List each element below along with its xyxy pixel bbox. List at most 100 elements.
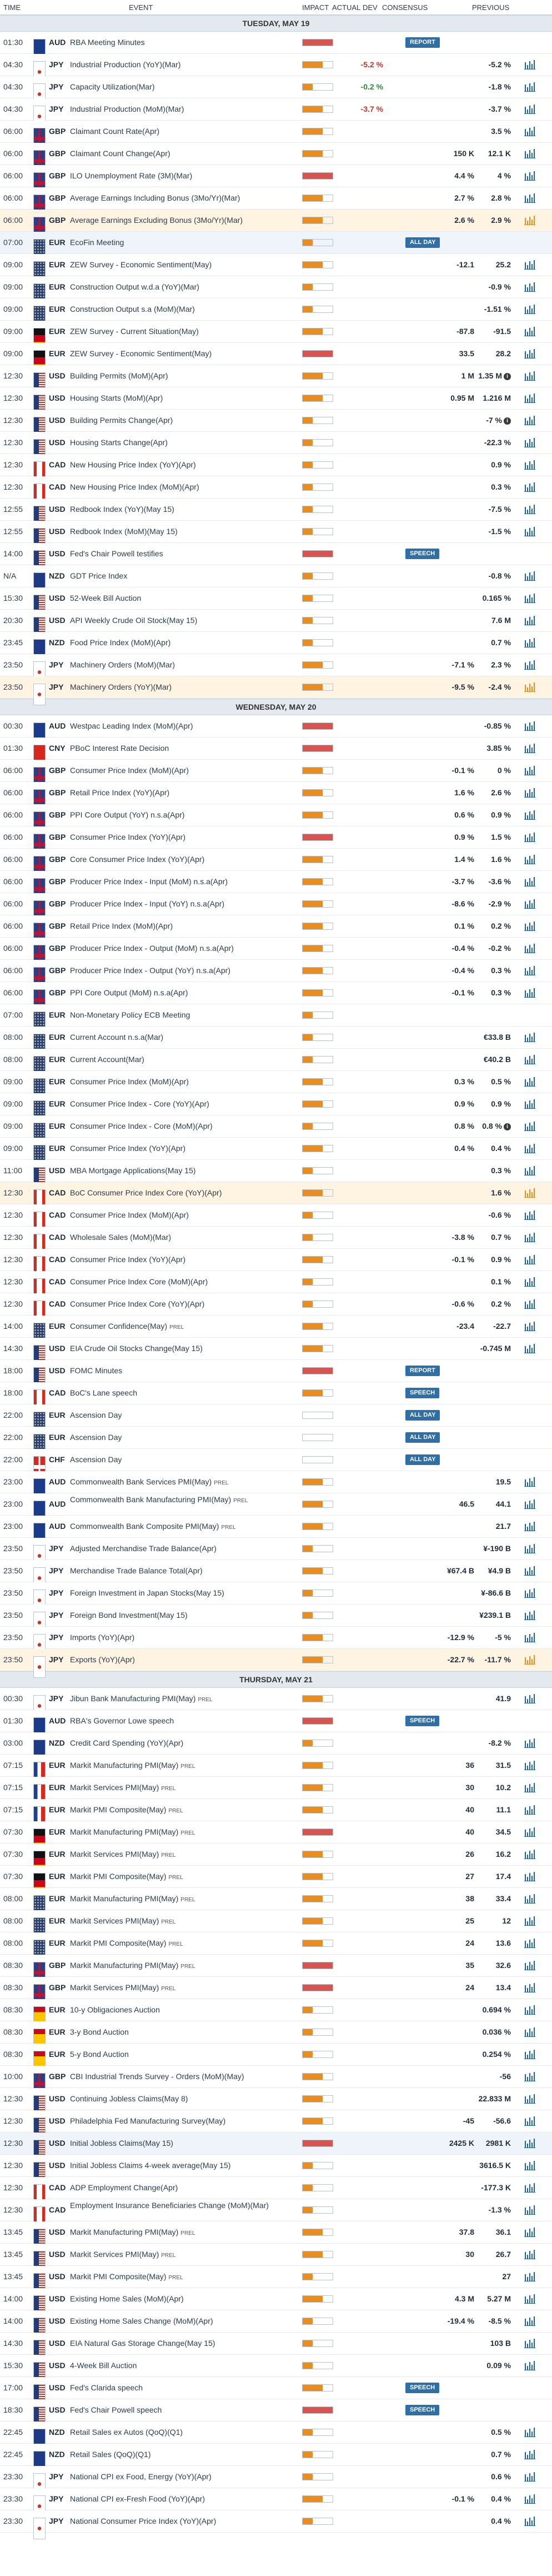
chart-icon[interactable]: [524, 2450, 535, 2472]
chart-icon[interactable]: [524, 1166, 535, 1188]
event-name[interactable]: Redbook Index (YoY)(May 15): [70, 505, 174, 514]
event-row[interactable]: 12:30 CAD BoC Consumer Price Index Core (Y…: [0, 1182, 552, 1211]
chart-icon[interactable]: [524, 810, 535, 832]
event-row[interactable]: 09:00 EUR Consumer Price Index (MoM)(Apr) 0…: [0, 1071, 552, 1100]
event-name[interactable]: Consumer Price Index (MoM)(Apr): [70, 766, 189, 775]
event-row[interactable]: 06:00 GBP Retail Price Index (YoY)(Apr) 1.6…: [0, 782, 552, 811]
event-name[interactable]: Markit Manufacturing PMI(May) PREL: [70, 1827, 195, 1836]
event-name[interactable]: Consumer Price Index Core (YoY)(Apr): [70, 1299, 205, 1308]
event-name[interactable]: Continuing Jobless Claims(May 8): [70, 2094, 188, 2103]
event-row[interactable]: 22:00 EUR Ascension Day ALL DAY: [0, 1404, 552, 1433]
chart-icon[interactable]: [524, 2027, 535, 2049]
event-row[interactable]: 12:30 CAD ADP Employment Change(Apr) -177.3…: [0, 2177, 552, 2206]
chart-icon[interactable]: [524, 744, 535, 765]
event-row[interactable]: 07:30 EUR Markit PMI Composite(May) PREL 27 1…: [0, 1866, 552, 1895]
event-row[interactable]: 12:30 USD Initial Jobless Claims 4-week av…: [0, 2155, 552, 2184]
event-row[interactable]: 09:00 EUR Consumer Price Index - Core (YoY…: [0, 1093, 552, 1122]
event-name[interactable]: Fed's Chair Powell speech: [70, 2405, 162, 2414]
event-name[interactable]: Retail Sales (QoQ)(Q1): [70, 2450, 151, 2459]
event-name[interactable]: GDT Price Index: [70, 571, 128, 580]
chart-icon[interactable]: [524, 2494, 535, 2516]
event-name[interactable]: Foreign Bond Investment(May 15): [70, 1611, 188, 1620]
event-name[interactable]: Consumer Price Index (YoY)(Apr): [70, 1144, 186, 1153]
chart-icon[interactable]: [524, 327, 535, 348]
event-name[interactable]: Ascension Day: [70, 1411, 122, 1419]
event-name[interactable]: EIA Natural Gas Storage Change(May 15): [70, 2339, 215, 2348]
event-row[interactable]: 08:30 EUR 10-y Obligaciones Auction 0.694 %: [0, 1999, 552, 2028]
chart-icon[interactable]: [524, 1277, 535, 1299]
event-name[interactable]: ZEW Survey - Current Situation(May): [70, 327, 199, 336]
event-row[interactable]: 06:00 GBP Core Consumer Price Index (YoY)(…: [0, 849, 552, 878]
event-name[interactable]: Producer Price Index - Output (YoY) n.s.…: [70, 966, 230, 975]
chart-icon[interactable]: [524, 60, 535, 82]
event-row[interactable]: 20:30 USD API Weekly Crude Oil Stock(May 1…: [0, 610, 552, 639]
chart-icon[interactable]: [524, 2228, 535, 2249]
event-row[interactable]: 08:00 EUR Markit PMI Composite(May) PREL 24 1…: [0, 1932, 552, 1961]
event-row[interactable]: 22:00 CHF Ascension Day ALL DAY: [0, 1449, 552, 1478]
col-impact[interactable]: IMPACT: [302, 3, 329, 12]
event-name[interactable]: National CPI ex-Fresh Food (YoY)(Apr): [70, 2494, 205, 2503]
chart-icon[interactable]: [524, 216, 535, 237]
event-row[interactable]: 09:00 EUR ZEW Survey - Economic Sentiment(…: [0, 343, 552, 372]
event-row[interactable]: 07:00 EUR EcoFin Meeting ALL DAY: [0, 232, 552, 261]
event-name[interactable]: ZEW Survey - Economic Sentiment(May): [70, 349, 212, 358]
chart-icon[interactable]: [524, 1916, 535, 1938]
event-row[interactable]: 09:00 EUR Consumer Price Index - Core (MoM…: [0, 1115, 552, 1144]
chart-icon[interactable]: [524, 438, 535, 460]
event-row[interactable]: 23:50 JPY Adjusted Merchandise Trade Balan…: [0, 1538, 552, 1567]
chart-icon[interactable]: [524, 1611, 535, 1632]
chart-icon[interactable]: [524, 2339, 535, 2360]
event-row[interactable]: 13:45 USD Markit Manufacturing PMI(May) PRE…: [0, 2221, 552, 2250]
chart-icon[interactable]: [524, 2161, 535, 2183]
event-row[interactable]: 23:45 NZD Food Price Index (MoM)(Apr) 0.7 %: [0, 632, 552, 661]
event-row[interactable]: 23:30 JPY National Consumer Price Index (Y…: [0, 2510, 552, 2539]
event-name[interactable]: Consumer Price Index (MoM)(Apr): [70, 1210, 189, 1219]
event-name[interactable]: Consumer Price Index Core (MoM)(Apr): [70, 1277, 208, 1286]
event-name[interactable]: Building Permits (MoM)(Apr): [70, 371, 168, 380]
chart-icon[interactable]: [524, 1033, 535, 1054]
event-row[interactable]: 12:30 CAD Consumer Price Index (MoM)(Apr) -…: [0, 1204, 552, 1233]
info-icon[interactable]: i: [504, 1123, 511, 1130]
chart-icon[interactable]: [524, 349, 535, 371]
chart-icon[interactable]: [524, 2050, 535, 2071]
event-name[interactable]: Producer Price Index - Input (MoM) n.s.a…: [70, 877, 228, 886]
event-row[interactable]: N/A NZD GDT Price Index -0.8 %: [0, 565, 552, 594]
event-row[interactable]: 12:30 USD Housing Starts (MoM)(Apr) 0.95 M 1…: [0, 387, 552, 416]
event-row[interactable]: 23:50 JPY Machinery Orders (MoM)(Mar) -7.1 …: [0, 654, 552, 683]
event-name[interactable]: Markit Manufacturing PMI(May) PREL: [70, 1894, 195, 1903]
event-row[interactable]: 17:00 USD Fed's Clarida speech SPEECH: [0, 2377, 552, 2406]
event-row[interactable]: 12:30 CAD Consumer Price Index Core (MoM)(…: [0, 1271, 552, 1300]
chart-icon[interactable]: [524, 788, 535, 810]
event-row[interactable]: 22:45 NZD Retail Sales ex Autos (QoQ)(Q1) 0…: [0, 2421, 552, 2450]
event-name[interactable]: Markit PMI Composite(May) PREL: [70, 1805, 183, 1814]
chart-icon[interactable]: [524, 638, 535, 660]
event-row[interactable]: 00:30 AUD Westpac Leading Index (MoM)(Apr)…: [0, 715, 552, 744]
event-row[interactable]: 06:00 GBP PPI Core Output (YoY) n.s.a(Apr)…: [0, 804, 552, 833]
event-name[interactable]: BoC's Lane speech: [70, 1388, 137, 1397]
chart-icon[interactable]: [524, 877, 535, 899]
event-row[interactable]: 23:50 JPY Machinery Orders (YoY)(Mar) -9.5 …: [0, 676, 552, 705]
event-name[interactable]: Claimant Count Change(Apr): [70, 149, 170, 158]
event-row[interactable]: 07:15 EUR Markit PMI Composite(May) PREL 40 1…: [0, 1799, 552, 1828]
chart-icon[interactable]: [524, 966, 535, 988]
chart-icon[interactable]: [524, 1805, 535, 1827]
event-row[interactable]: 12:30 CAD Consumer Price Index Core (YoY)(…: [0, 1293, 552, 1322]
chart-icon[interactable]: [524, 2272, 535, 2294]
chart-icon[interactable]: [524, 149, 535, 171]
chart-icon[interactable]: [524, 1522, 535, 1543]
event-row[interactable]: 09:00 EUR ZEW Survey - Current Situation(M…: [0, 321, 552, 350]
event-name[interactable]: Current Account n.s.a(Mar): [70, 1033, 164, 1042]
event-name[interactable]: BoC Consumer Price Index Core (YoY)(Apr): [70, 1188, 222, 1197]
chart-icon[interactable]: [524, 2472, 535, 2494]
chart-icon[interactable]: [524, 104, 535, 126]
event-name[interactable]: Retail Sales ex Autos (QoQ)(Q1): [70, 2428, 183, 2437]
event-row[interactable]: 18:30 USD Fed's Chair Powell speech SPEECH: [0, 2399, 552, 2428]
event-name[interactable]: Machinery Orders (YoY)(Mar): [70, 682, 172, 691]
event-name[interactable]: Existing Home Sales Change (MoM)(Apr): [70, 2316, 213, 2325]
event-name[interactable]: Claimant Count Rate(Apr): [70, 127, 160, 136]
event-name[interactable]: Machinery Orders (MoM)(Mar): [70, 660, 175, 669]
event-row[interactable]: 07:30 EUR Markit Services PMI(May) PREL 26 16…: [0, 1843, 552, 1872]
event-name[interactable]: Redbook Index (MoM)(May 15): [70, 527, 178, 536]
chart-icon[interactable]: [524, 1188, 535, 1210]
event-name[interactable]: Average Earnings Including Bonus (3Mo/Yr…: [70, 193, 240, 202]
